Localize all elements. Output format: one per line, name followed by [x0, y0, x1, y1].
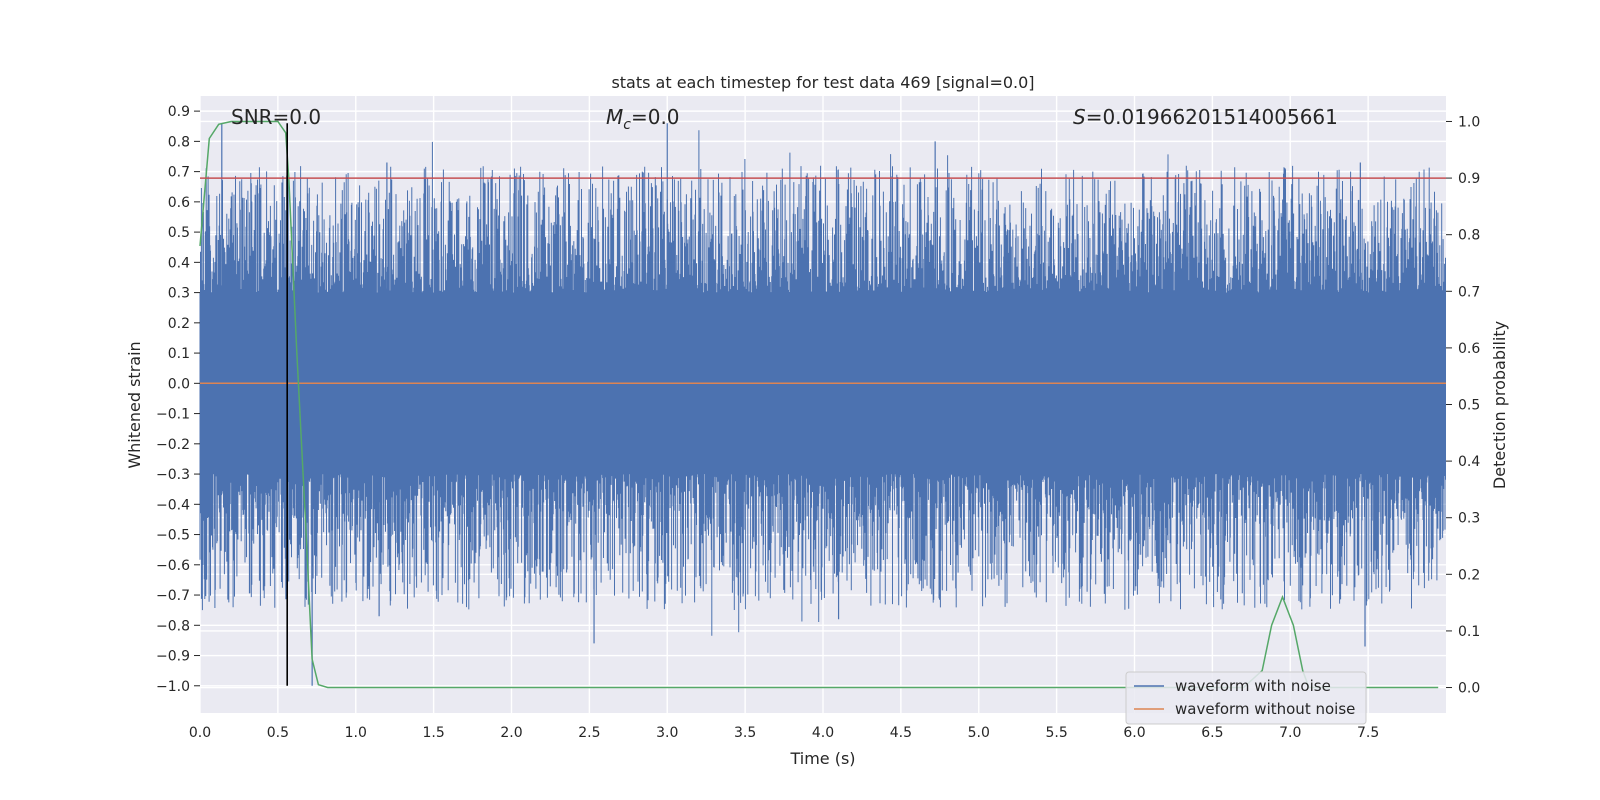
- y-tick-label: 0.9: [168, 104, 190, 120]
- y-tick-label: −0.5: [156, 528, 190, 544]
- x-tick-label: 1.5: [422, 725, 444, 741]
- legend-label-clean: waveform without noise: [1175, 700, 1355, 718]
- noise-series-spikes: [199, 130, 1446, 636]
- y2-tick-label: 0.0: [1458, 681, 1480, 697]
- x-tick-label: 6.5: [1201, 725, 1223, 741]
- x-tick-label: 4.5: [890, 725, 912, 741]
- y2-tick-label: 0.1: [1458, 624, 1480, 640]
- y-tick-label: 0.6: [168, 195, 190, 211]
- x-tick-label: 0.0: [189, 725, 211, 741]
- y-tick-label: −0.8: [156, 618, 190, 634]
- y2-tick-label: 0.4: [1458, 454, 1480, 470]
- y-tick-label: −0.6: [156, 558, 190, 574]
- x-axis-label: Time (s): [789, 749, 855, 768]
- x-tick-label: 2.0: [500, 725, 522, 741]
- y2-tick-label: 0.2: [1458, 567, 1480, 583]
- x-tick-label: 2.5: [578, 725, 600, 741]
- y-tick-label: −0.3: [156, 467, 190, 483]
- mc-value: =0.0: [631, 105, 680, 129]
- y2-tick-label: 0.7: [1458, 284, 1480, 300]
- x-tick-label: 3.5: [734, 725, 756, 741]
- y2-tick-label: 0.3: [1458, 511, 1480, 527]
- y-axis-label: Whitened strain: [125, 341, 144, 468]
- s-annotation: S=0.01966201514005661: [1073, 105, 1338, 129]
- y-tick-label: −0.9: [156, 649, 190, 665]
- y2-tick-label: 1.0: [1458, 114, 1480, 130]
- plot-area: [199, 120, 1446, 689]
- y-tick-label: 0.3: [168, 286, 190, 302]
- mc-symbol: M: [606, 105, 623, 129]
- y-tick-label: −0.4: [156, 497, 190, 513]
- x-tick-label: 5.0: [968, 725, 990, 741]
- y-tick-label: −0.1: [156, 407, 190, 423]
- y-tick-label: −0.2: [156, 437, 190, 453]
- chart-title: stats at each timestep for test data 469…: [611, 73, 1034, 92]
- x-tick-label: 7.0: [1279, 725, 1301, 741]
- x-tick-label: 6.0: [1123, 725, 1145, 741]
- x-tick-label: 3.0: [656, 725, 678, 741]
- y-tick-label: 0.1: [168, 346, 190, 362]
- y-tick-label: −1.0: [156, 679, 190, 695]
- legend: waveform with noise waveform without noi…: [1125, 671, 1367, 725]
- y2-tick-label: 0.5: [1458, 398, 1480, 414]
- y2-tick-label: 0.9: [1458, 171, 1480, 187]
- x-tick-label: 0.5: [267, 725, 289, 741]
- legend-label-noise: waveform with noise: [1175, 677, 1331, 695]
- x-tick-label: 1.0: [345, 725, 367, 741]
- y-tick-label: 0.0: [168, 376, 190, 392]
- y2-tick-label: 0.6: [1458, 341, 1480, 357]
- y2-tick-label: 0.8: [1458, 228, 1480, 244]
- y2-axis-label: Detection probability: [1490, 321, 1509, 489]
- x-tick-label: 4.0: [812, 725, 834, 741]
- x-tick-label: 5.5: [1045, 725, 1067, 741]
- s-symbol: S: [1073, 105, 1086, 129]
- s-value: =0.01966201514005661: [1086, 105, 1338, 129]
- snr-annotation: SNR=0.0: [231, 105, 321, 129]
- mc-subscript: c: [623, 117, 631, 133]
- y-tick-label: 0.5: [168, 225, 190, 241]
- y-tick-label: 0.8: [168, 134, 190, 150]
- detection-probability-series: [199, 120, 1439, 689]
- legend-box: [1125, 671, 1367, 725]
- axes: 0.0 0.5 1.0 1.5 2.0 2.5 3.0 3.5 4.0 4.5 5.0 5.5 6.0 6…: [156, 104, 1480, 741]
- y-tick-label: 0.7: [168, 165, 190, 181]
- y-tick-label: 0.2: [168, 316, 190, 332]
- y-tick-label: −0.7: [156, 588, 190, 604]
- y-tick-label: 0.4: [168, 255, 190, 271]
- x-tick-label: 7.5: [1357, 725, 1379, 741]
- mc-annotation: Mc=0.0: [606, 105, 680, 133]
